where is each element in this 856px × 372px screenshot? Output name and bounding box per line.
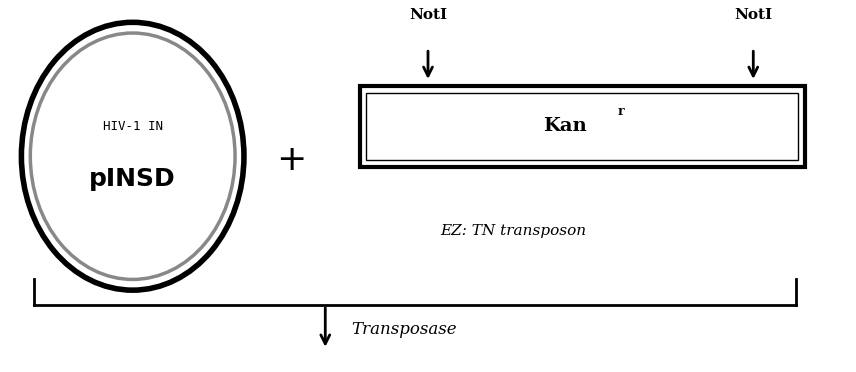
Text: r: r [617,105,624,118]
Ellipse shape [30,33,235,279]
Ellipse shape [21,22,244,290]
Text: +: + [276,143,306,177]
Text: NotI: NotI [734,8,772,22]
Text: Kan: Kan [543,118,587,135]
Text: HIV-1 IN: HIV-1 IN [103,120,163,133]
Text: Transposase: Transposase [351,321,456,338]
Text: NotI: NotI [409,8,447,22]
Bar [360,86,805,167]
Text: pINSD: pINSD [89,167,176,190]
Bar [366,93,798,160]
Text: EZ: TN transposon: EZ: TN transposon [441,224,586,238]
